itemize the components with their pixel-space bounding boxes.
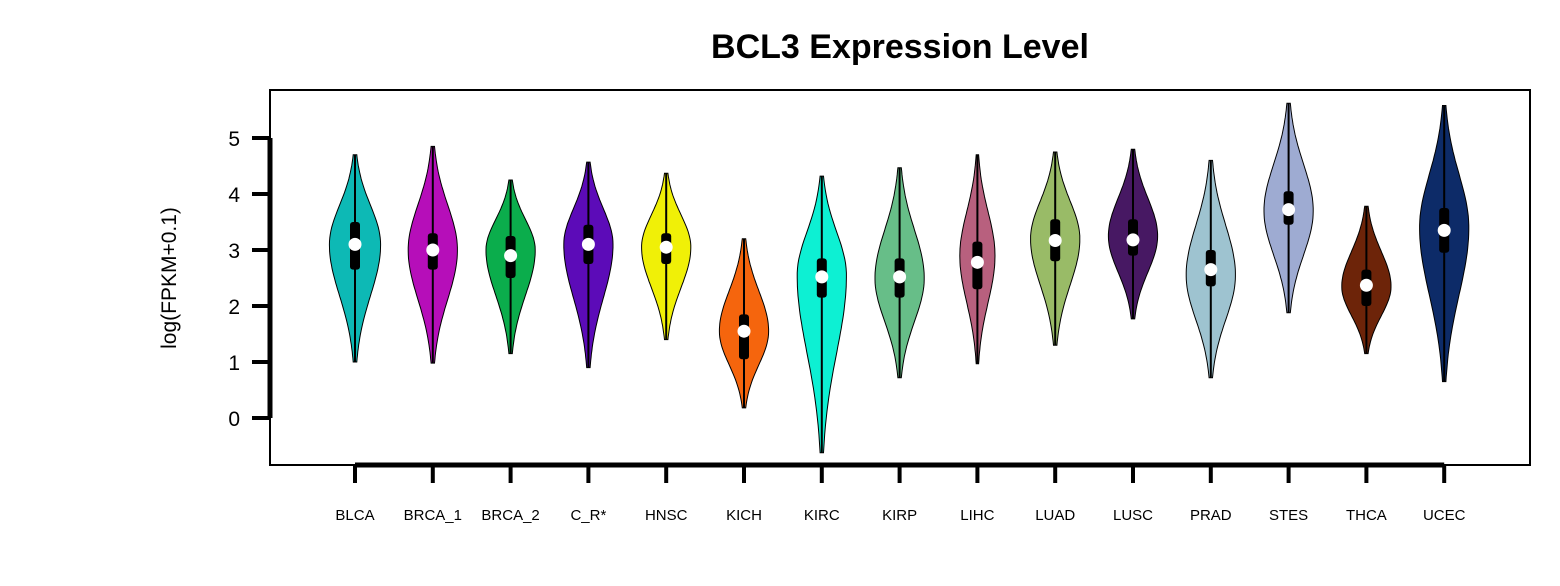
y-tick-label: 4 xyxy=(228,184,240,207)
violin-median-point xyxy=(815,270,829,284)
x-tick-label: C_R* xyxy=(570,507,606,524)
x-axis: BLCA BRCA_1 BRCA_2 C_R* HNSC KICH KIRC KIRP LIHC… xyxy=(335,462,1466,524)
violin-layer xyxy=(328,102,1470,454)
violin-median-point xyxy=(1126,233,1140,247)
violin-median-point xyxy=(737,324,751,338)
x-tick-label: KIRP xyxy=(882,507,917,524)
x-tick-label: UCEC xyxy=(1423,507,1466,524)
x-tick-label: KICH xyxy=(726,507,762,524)
x-tick-label: STES xyxy=(1269,507,1308,524)
y-tick-label: 3 xyxy=(228,240,240,263)
violin-kirc xyxy=(796,175,847,454)
violin-hnsc xyxy=(641,172,692,341)
violin-median-point xyxy=(1437,223,1451,237)
y-axis-label: log(FPKM+0.1) xyxy=(158,207,181,349)
y-tick-label: 1 xyxy=(228,352,240,375)
violin-brca-1 xyxy=(407,145,458,364)
y-tick-label: 5 xyxy=(228,128,240,151)
violin-thca xyxy=(1341,205,1392,355)
y-axis: 0 1 2 3 4 5 xyxy=(228,128,273,431)
violin-median-point xyxy=(1204,263,1218,277)
violin-blca xyxy=(328,154,382,363)
x-tick-label: PRAD xyxy=(1190,507,1232,524)
violin-median-point xyxy=(348,237,362,251)
violin-median-point xyxy=(1359,278,1373,292)
violin-median-point xyxy=(1282,203,1296,217)
violin-median-point xyxy=(426,243,440,257)
violin-lihc xyxy=(959,154,996,365)
violin-kirp xyxy=(874,167,925,379)
x-tick-label: BRCA_2 xyxy=(481,507,539,524)
x-tick-label: KIRC xyxy=(804,507,840,524)
y-tick-label: 0 xyxy=(228,408,240,431)
x-tick-label: HNSC xyxy=(645,507,688,524)
violin-stes xyxy=(1263,102,1314,314)
y-tick-label: 2 xyxy=(228,296,240,319)
x-tick-label: BRCA_1 xyxy=(404,507,462,524)
violin-kich xyxy=(718,238,770,409)
violin-ucec xyxy=(1419,105,1470,383)
x-tick-label: LIHC xyxy=(960,507,994,524)
x-tick-label: LUAD xyxy=(1035,507,1075,524)
violin-median-point xyxy=(970,255,984,269)
violin-luad xyxy=(1030,151,1081,346)
x-tick-label: THCA xyxy=(1346,507,1387,524)
violin-prad xyxy=(1185,159,1236,379)
violin-median-point xyxy=(1048,233,1062,247)
chart-title: BCL3 Expression Level xyxy=(711,28,1089,66)
violin-brca-2 xyxy=(485,179,536,355)
violin-lusc xyxy=(1107,148,1159,320)
violin-median-point xyxy=(581,237,595,251)
violin-median-point xyxy=(504,249,518,263)
x-tick-label: BLCA xyxy=(335,507,374,524)
x-tick-label: LUSC xyxy=(1113,507,1153,524)
violin-median-point xyxy=(659,240,673,254)
violin-median-point xyxy=(893,270,907,284)
violin-c-r- xyxy=(563,161,614,369)
